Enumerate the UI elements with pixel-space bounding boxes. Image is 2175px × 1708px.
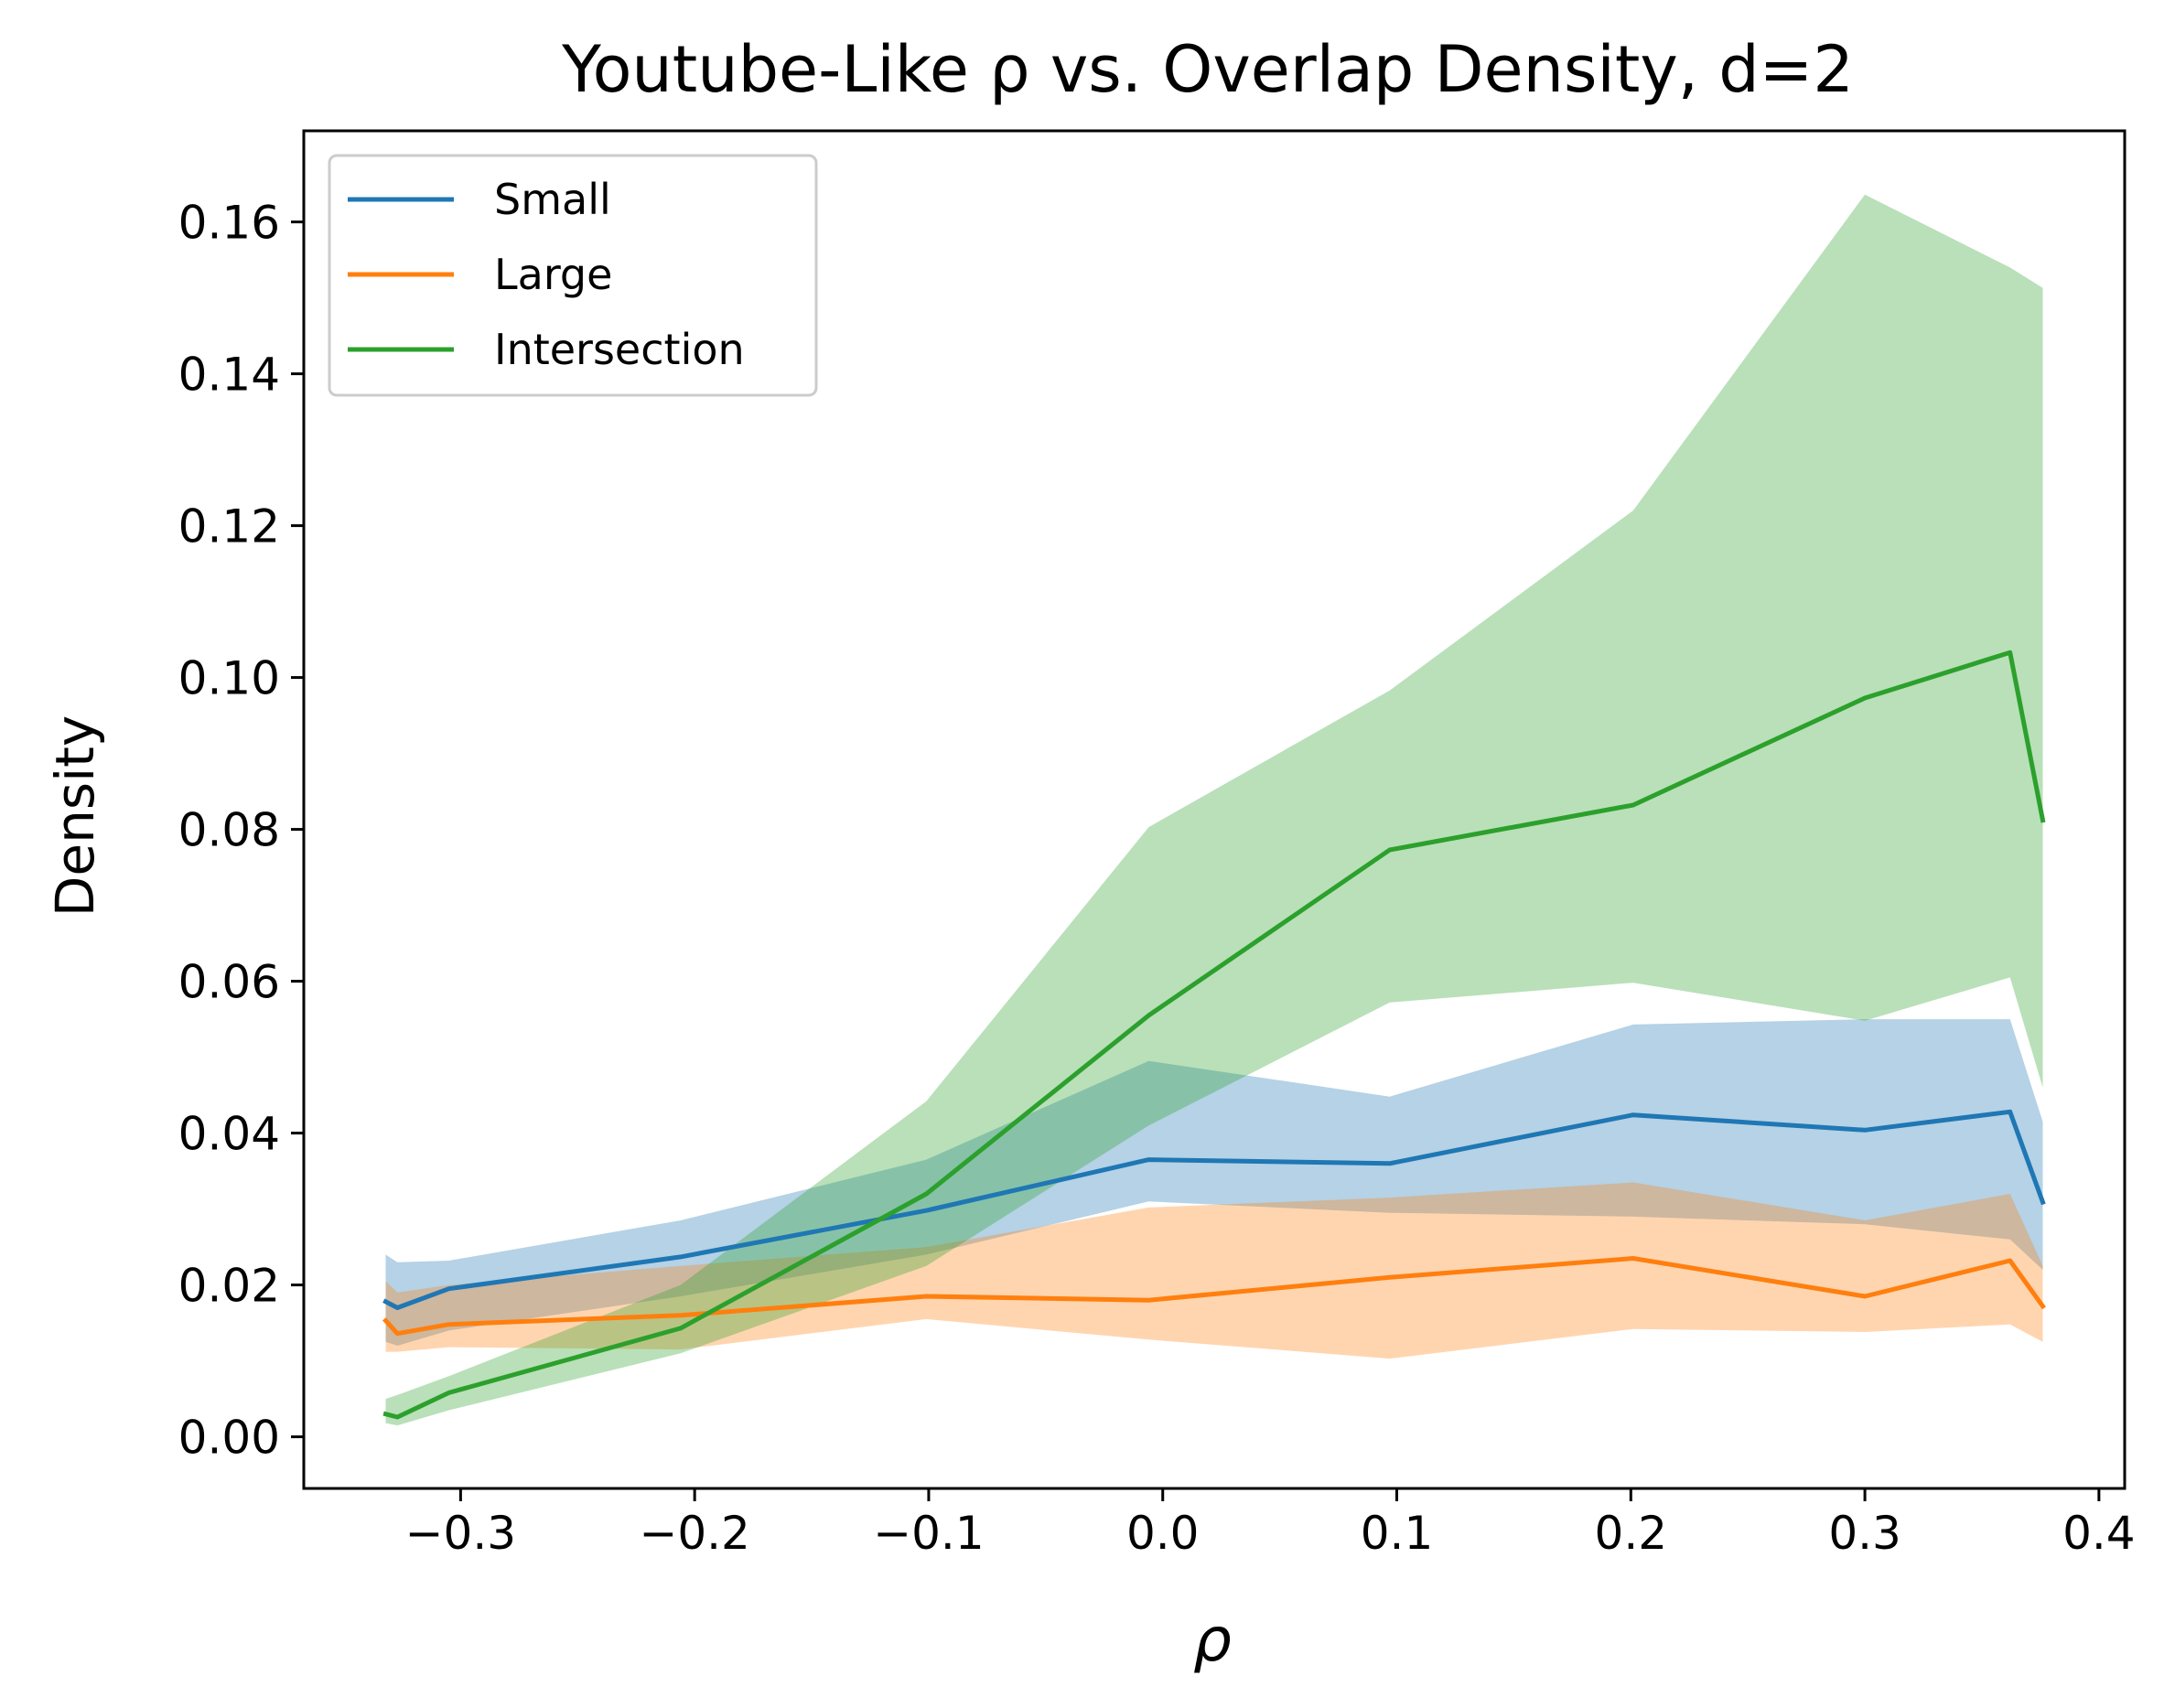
y-tick-label: 0.16 bbox=[178, 197, 280, 250]
plot-area bbox=[382, 194, 2046, 1426]
y-tick-label: 0.04 bbox=[178, 1108, 280, 1161]
y-tick-label: 0.12 bbox=[178, 500, 280, 553]
line-small bbox=[382, 1109, 2046, 1310]
x-tick-label: 0.0 bbox=[1126, 1507, 1200, 1560]
band-large bbox=[385, 1182, 2043, 1359]
axes-frame bbox=[302, 129, 2127, 1490]
y-axis: 0.00 0.02 0.04 0.06 0.08 0.10 0.12 0.14 0.16 bbox=[178, 197, 304, 1465]
y-tick-label: 0.14 bbox=[178, 349, 280, 402]
y-tick-label: 0.10 bbox=[178, 652, 280, 705]
y-axis-title: Density bbox=[44, 715, 106, 918]
y-tick-label: 0.08 bbox=[178, 804, 280, 857]
line-intersection bbox=[382, 650, 2046, 1420]
x-axis-title: ρ bbox=[1193, 1605, 1232, 1675]
legend-label-small: Small bbox=[494, 175, 611, 224]
x-tick-label: −0.1 bbox=[873, 1507, 984, 1560]
y-tick-label: 0.02 bbox=[178, 1260, 280, 1313]
x-tick-label: 0.2 bbox=[1595, 1507, 1668, 1560]
legend: Small Large Intersection bbox=[328, 154, 818, 397]
legend-label-large: Large bbox=[494, 250, 612, 299]
chart-title: Youtube-Like ρ vs. Overlap Density, d=2 bbox=[561, 32, 1854, 107]
x-tick-label: 0.3 bbox=[1828, 1507, 1901, 1560]
line-large bbox=[382, 1256, 2046, 1337]
x-tick-label: −0.3 bbox=[405, 1507, 516, 1560]
y-tick-label: 0.06 bbox=[178, 956, 280, 1009]
legend-box bbox=[328, 154, 818, 397]
x-tick-label: −0.2 bbox=[639, 1507, 749, 1560]
x-tick-label: 0.1 bbox=[1361, 1507, 1434, 1560]
y-tick-label: 0.00 bbox=[178, 1412, 280, 1465]
band-intersection bbox=[385, 194, 2043, 1426]
x-axis: −0.3 −0.2 −0.1 0.0 0.1 0.2 0.3 0.4 bbox=[405, 1488, 2136, 1560]
x-tick-label: 0.4 bbox=[2062, 1507, 2136, 1560]
legend-label-intersection: Intersection bbox=[494, 325, 745, 374]
